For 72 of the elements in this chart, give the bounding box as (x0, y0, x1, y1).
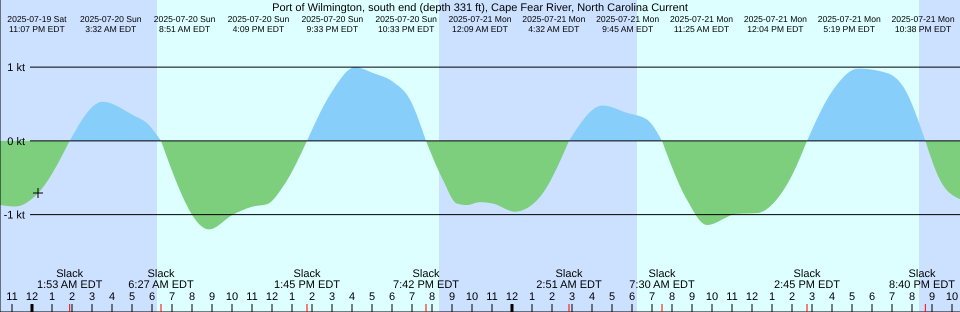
x-tick-label: 5 (848, 291, 856, 303)
x-tick-label: 11 (6, 291, 18, 303)
x-tick-label: 2 (68, 291, 76, 303)
x-tick-label: 10 (706, 291, 718, 303)
annotation: 2025-07-21 Mon 12:09 AM EDT (448, 14, 512, 34)
x-tick-label: 11 (726, 291, 738, 303)
x-tick-label: 2 (308, 291, 316, 303)
annotation: 2025-07-21 Mon 4:32 AM EDT (522, 14, 586, 34)
x-tick-label: 8 (188, 291, 196, 303)
x-tick-label: 12 (266, 291, 278, 303)
x-tick-label: 6 (868, 291, 876, 303)
annotation: 2025-07-20 Sun 9:33 PM EDT (301, 14, 364, 34)
x-tick-label: 10 (466, 291, 478, 303)
annotation: 2025-07-21 Mon 5:19 PM EDT (818, 14, 881, 34)
annotation: Slack 2:51 AM EDT (536, 268, 602, 291)
x-tick-label: 8 (428, 291, 436, 303)
annotation: 2025-07-20 Sun 8:51 AM EDT (154, 14, 216, 34)
x-tick-label: 6 (628, 291, 636, 303)
annotation: Slack 2:45 PM EDT (774, 268, 840, 291)
x-tick-label: 1 (288, 291, 296, 303)
x-tick-label: 7 (408, 291, 416, 303)
x-tick-label: 4 (348, 291, 356, 303)
x-tick-label: 8 (668, 291, 676, 303)
y-tick-label: 1 kt (7, 62, 25, 74)
x-tick-label: 12 (746, 291, 758, 303)
annotation: 2025-07-21 Mon 10:38 PM EDT (892, 14, 955, 34)
x-tick-label: 9 (928, 291, 936, 303)
chart-title: Port of Wilmington, south end (depth 331 ft), Cape Fear River, North Carolina Current (272, 2, 688, 14)
x-tick-label: 8 (908, 291, 916, 303)
x-tick-label: 3 (88, 291, 96, 303)
annotation: Slack 1:53 AM EDT (36, 268, 103, 291)
annotation: 2025-07-21 Mon 9:45 AM EDT (596, 14, 660, 34)
annotation: 2025-07-21 Mon 11:25 AM EDT (670, 14, 734, 34)
x-tick-label: 6 (148, 291, 156, 303)
annotation: 2025-07-21 Mon 12:04 PM EDT (744, 14, 808, 34)
annotation: Slack 1:45 PM EDT (274, 268, 340, 291)
x-tick-label: 10 (226, 291, 238, 303)
x-tick-label: 3 (808, 291, 816, 303)
annotation: Slack 7:42 PM EDT (392, 268, 460, 291)
y-tick-label: -1 kt (4, 210, 25, 222)
x-tick-label: 1 (528, 291, 536, 303)
annotation: Slack 6:27 AM EDT (128, 268, 194, 291)
annotation: 2025-07-20 Sun 10:33 PM EDT (375, 14, 438, 34)
x-tick-label: 3 (328, 291, 336, 303)
x-tick-label: 5 (608, 291, 616, 303)
x-tick-label: 2 (788, 291, 796, 303)
x-tick-label: 11 (486, 291, 498, 303)
annotation: Slack 7:30 AM EDT (629, 268, 695, 291)
x-tick-label: 4 (108, 291, 116, 303)
annotation: 2025-07-20 Sun 4:09 PM EDT (228, 14, 290, 34)
x-tick-label: 3 (568, 291, 576, 303)
x-tick-label: 9 (688, 291, 696, 303)
x-tick-label: 6 (388, 291, 396, 303)
x-tick-label: 7 (888, 291, 896, 303)
x-tick-label: 12 (26, 291, 38, 303)
annotation: 2025-07-20 Sun 3:32 AM EDT (80, 14, 142, 34)
x-tick-label: 7 (648, 291, 656, 303)
x-tick-label: 11 (246, 291, 258, 303)
x-tick-label: 5 (128, 291, 136, 303)
x-tick-label: 7 (168, 291, 176, 303)
x-tick-label: 1 (768, 291, 776, 303)
x-tick-label: 4 (828, 291, 836, 303)
x-tick-label: 9 (448, 291, 456, 303)
x-tick-label: 4 (588, 291, 596, 303)
x-tick-label: 5 (368, 291, 376, 303)
annotation: 2025-07-19 Sat 11:07 PM EDT (7, 14, 68, 34)
x-tick-label: 12 (506, 291, 518, 303)
annotation: Slack 8:40 PM EDT (888, 268, 956, 291)
x-tick-label: 9 (208, 291, 216, 303)
x-tick-label: 1 (48, 291, 56, 303)
x-tick-label: 2 (548, 291, 556, 303)
x-tick-label: 10 (946, 291, 958, 303)
